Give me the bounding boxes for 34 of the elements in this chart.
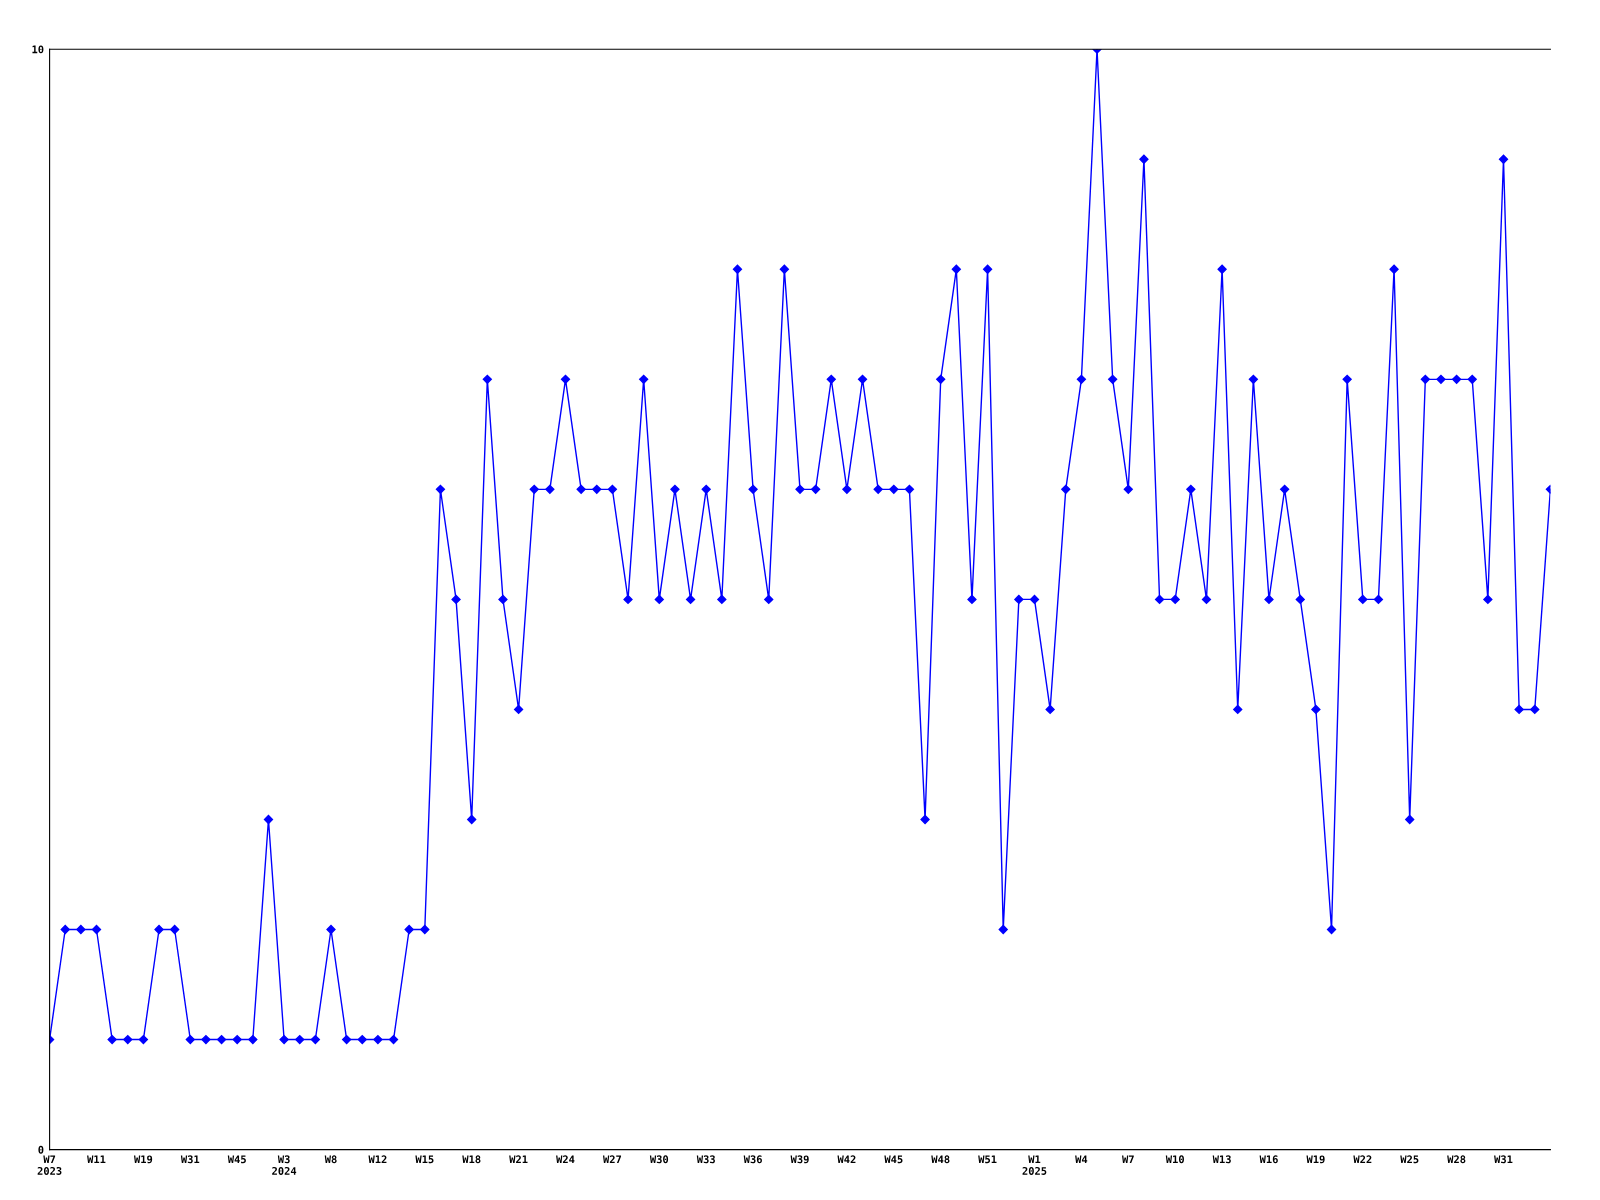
- x-tick-label: W39: [790, 1155, 809, 1164]
- x-tick-label: W8: [324, 1155, 337, 1164]
- x-tick-label: W7: [1122, 1155, 1134, 1164]
- x-tick-label: W19: [1306, 1155, 1325, 1164]
- x-tick-label: W31: [1494, 1155, 1513, 1164]
- y-tick-label: 10: [32, 45, 44, 54]
- x-tick-label: W18: [462, 1155, 481, 1164]
- x-tick-label: W1 2025: [1022, 1155, 1047, 1175]
- x-tick-label: W36: [743, 1155, 762, 1164]
- x-tick-label: W12: [368, 1155, 387, 1164]
- x-tick-label: W25: [1400, 1155, 1419, 1164]
- x-tick-label: W10: [1165, 1155, 1184, 1164]
- x-tick-label: W51: [978, 1155, 997, 1164]
- x-tick-label: W24: [556, 1155, 575, 1164]
- x-tick-label: W31: [180, 1155, 200, 1164]
- x-tick-label: W48: [931, 1155, 950, 1164]
- x-tick-label: W21: [509, 1155, 528, 1164]
- x-tick-label: W45: [227, 1155, 246, 1164]
- x-tick-label: W22: [1353, 1155, 1372, 1164]
- x-tick-label: W13: [1212, 1155, 1231, 1164]
- x-tick-label: W42: [837, 1155, 856, 1164]
- x-tick-label: W19: [133, 1155, 153, 1164]
- x-tick-label: W16: [1259, 1155, 1278, 1164]
- x-tick-label: W4: [1075, 1155, 1088, 1164]
- x-tick-label: W15: [415, 1155, 434, 1164]
- y-tick-label: 0: [38, 1145, 44, 1154]
- x-tick-label: W30: [649, 1155, 669, 1164]
- x-tick-label: W27: [602, 1155, 622, 1164]
- x-tick-label: W28: [1447, 1155, 1466, 1164]
- x-tick-label: W7 2023: [37, 1155, 62, 1175]
- x-tick-label: W11: [87, 1155, 106, 1164]
- x-tick-label: W45: [884, 1155, 903, 1164]
- x-tick-label: W3 2024: [272, 1155, 297, 1175]
- x-tick-label: W33: [696, 1155, 715, 1164]
